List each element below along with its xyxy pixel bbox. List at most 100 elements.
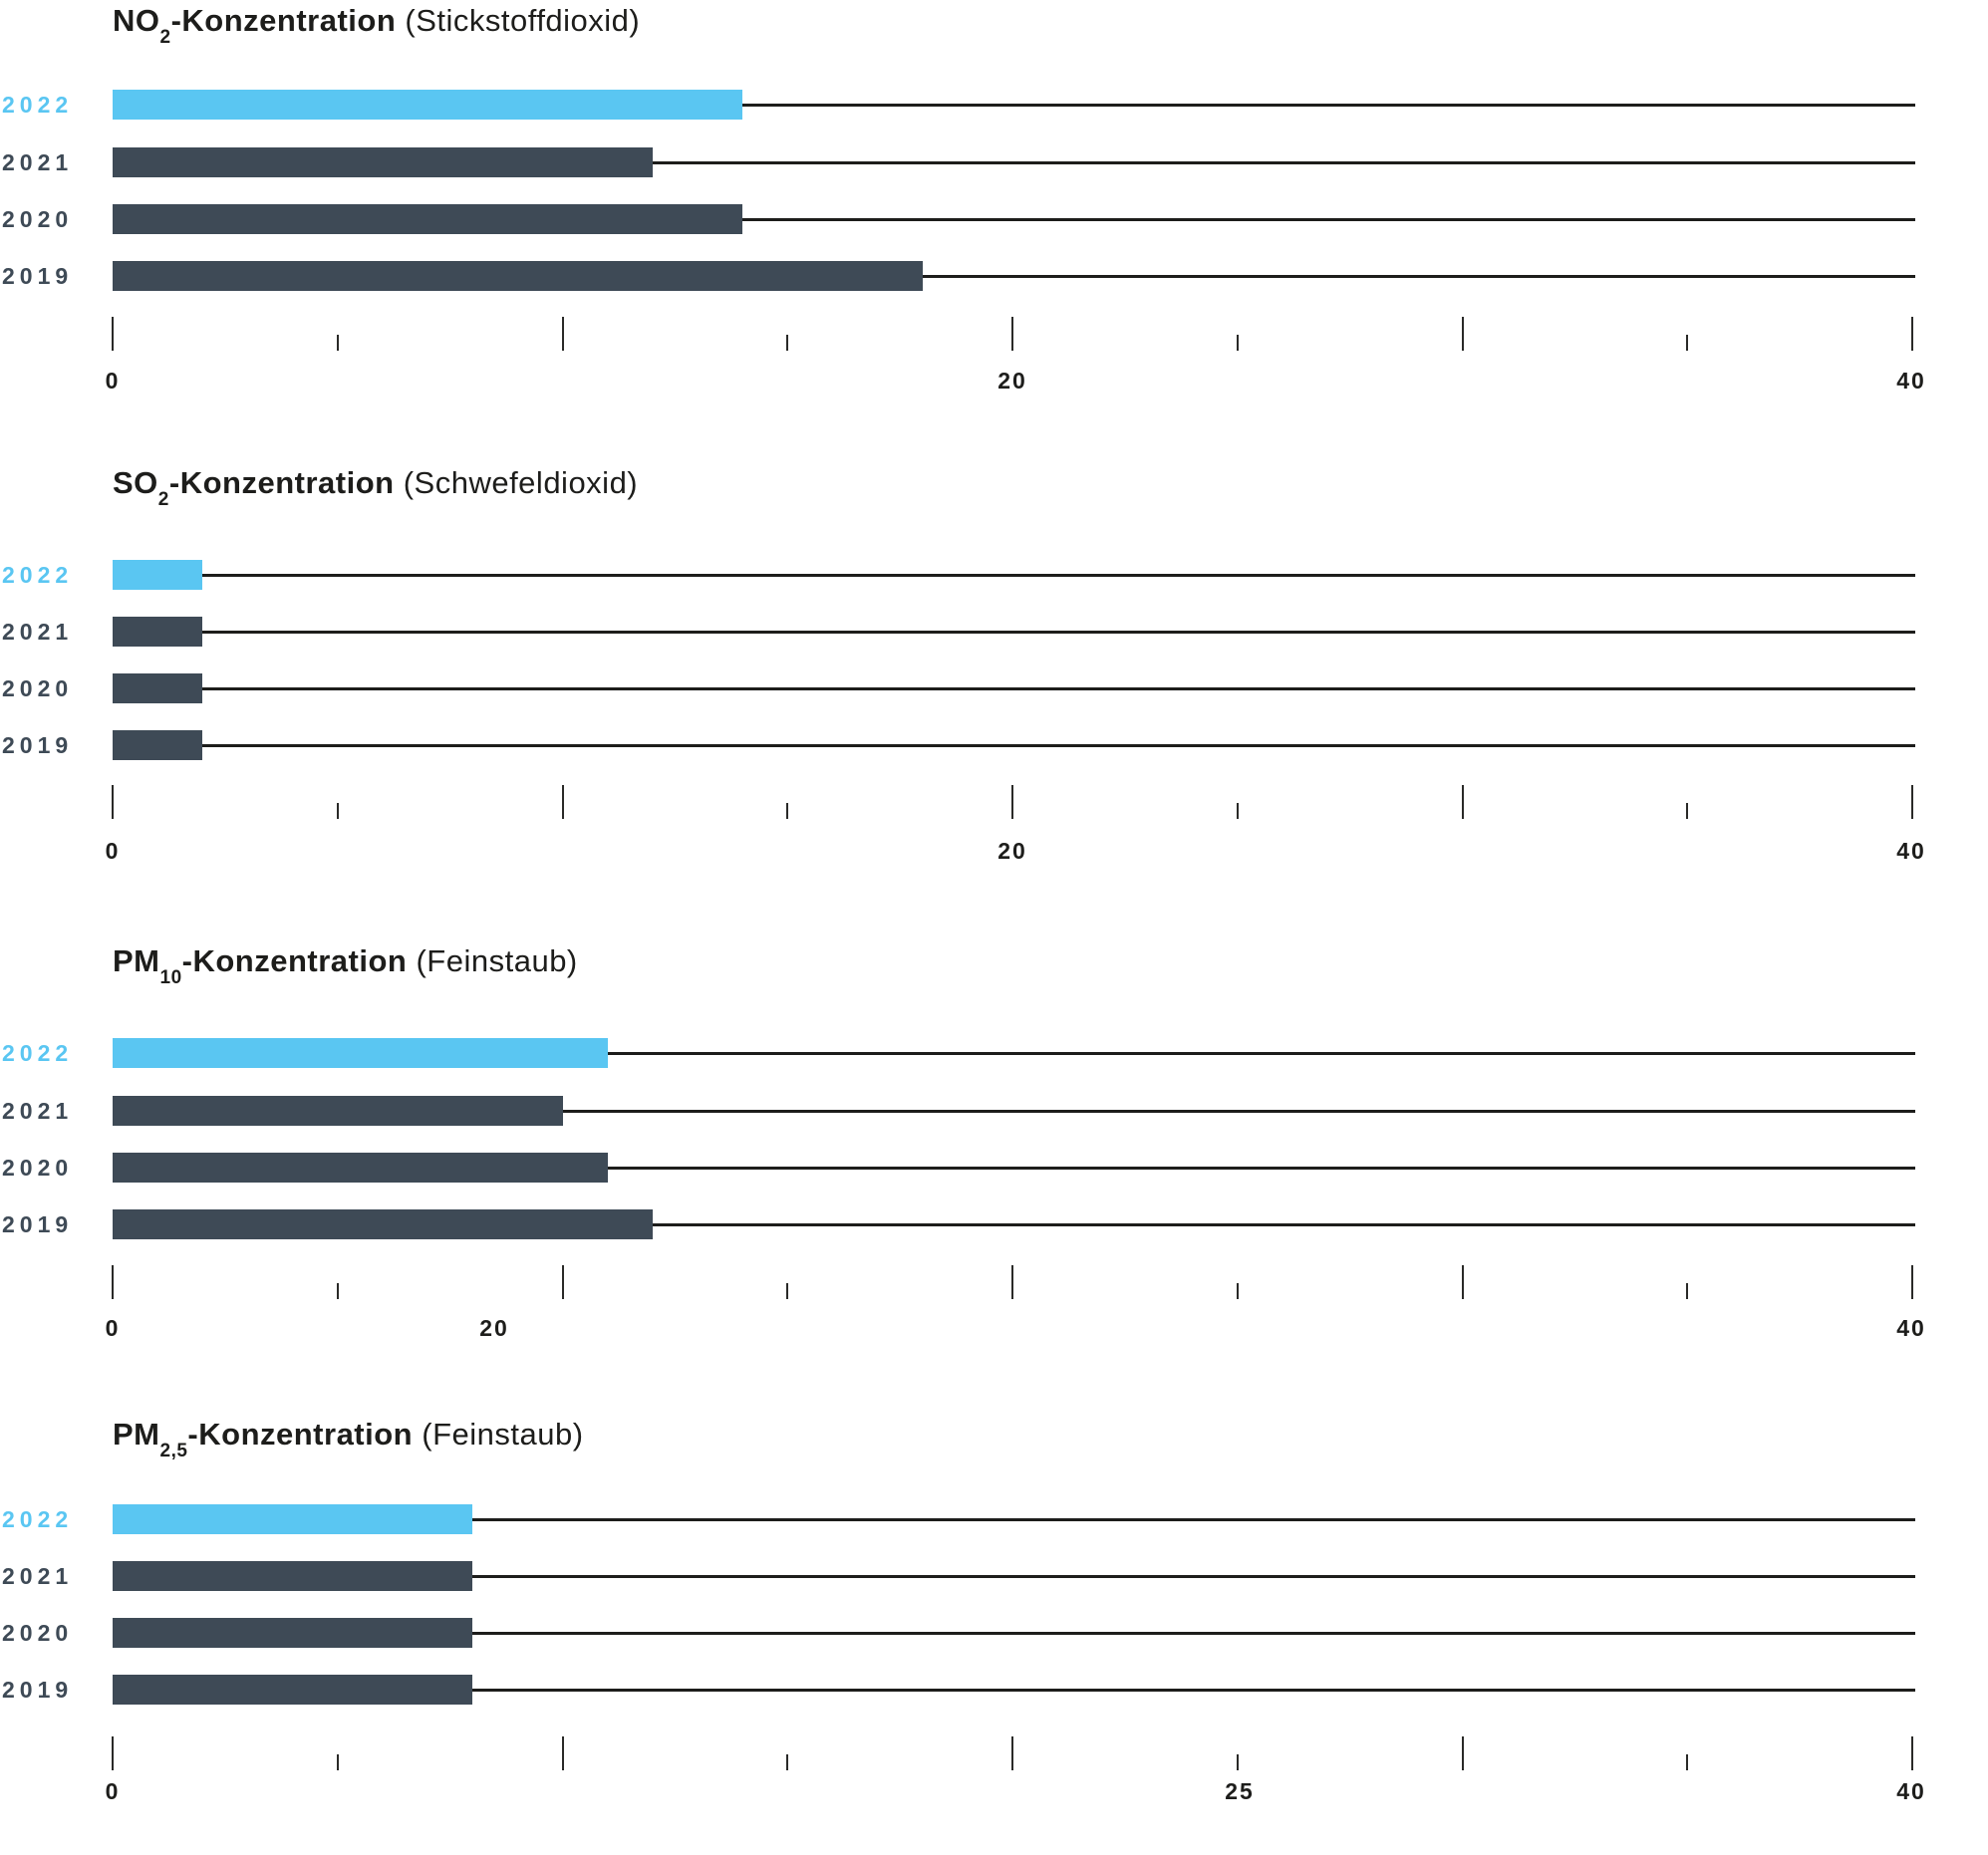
axis-major-tick	[1011, 1265, 1013, 1299]
axis-minor-tick	[1237, 335, 1239, 351]
axis-label-0: 0	[105, 1778, 121, 1804]
axis-minor-tick	[337, 1754, 339, 1770]
value-guide-line	[202, 687, 1915, 690]
axis-major-tick	[562, 1736, 564, 1770]
axis-minor-tick	[786, 803, 788, 819]
axis-minor-tick	[1686, 803, 1688, 819]
bar-2019	[113, 1675, 472, 1705]
value-guide-line	[608, 1052, 1915, 1055]
axis-major-tick	[1911, 1736, 1913, 1770]
axis-minor-tick	[1686, 335, 1688, 351]
axis-major-tick	[112, 317, 114, 351]
year-label-2019: 2019	[2, 262, 74, 289]
value-guide-line	[202, 574, 1915, 577]
year-label-2022: 2022	[2, 1039, 74, 1066]
chart-title-bold: PM10-Konzentration	[113, 943, 408, 987]
year-label-2021: 2021	[2, 1097, 74, 1124]
title-suffix: -Konzentration	[168, 465, 395, 500]
axis-major-tick	[112, 785, 114, 819]
axis-label-20: 20	[479, 1315, 509, 1341]
axis-label-0: 0	[105, 1315, 121, 1341]
axis-minor-tick	[1237, 803, 1239, 819]
axis-major-tick	[562, 785, 564, 819]
axis-minor-tick	[1686, 1283, 1688, 1299]
axis-minor-tick	[1237, 1754, 1239, 1770]
year-label-2022: 2022	[2, 561, 74, 588]
value-guide-line	[563, 1110, 1915, 1113]
axis-label-0: 0	[105, 838, 121, 864]
axis-label-0: 0	[105, 368, 121, 394]
axis-minor-tick	[1237, 1283, 1239, 1299]
axis-major-tick	[1911, 785, 1913, 819]
year-label-2022: 2022	[2, 1505, 74, 1532]
title-suffix: -Konzentration	[187, 1417, 414, 1452]
bar-2022	[113, 1038, 608, 1068]
chart-title: PM10-Konzentration (Feinstaub)	[113, 942, 578, 987]
bar-2022	[113, 560, 202, 590]
title-parenthetical: (Feinstaub)	[416, 943, 578, 978]
bar-2022	[113, 1504, 472, 1534]
axis-minor-tick	[786, 335, 788, 351]
year-label-2021: 2021	[2, 618, 74, 645]
axis-major-tick	[562, 317, 564, 351]
bar-2021	[113, 617, 202, 647]
year-label-2022: 2022	[2, 91, 74, 118]
axis-major-tick	[1011, 785, 1013, 819]
year-label-2019: 2019	[2, 731, 74, 758]
title-formula: PM	[113, 943, 160, 978]
title-formula: SO	[113, 465, 158, 500]
title-parenthetical: (Stickstoffdioxid)	[405, 3, 641, 38]
title-subscript: 2	[157, 489, 169, 511]
axis-label-40: 40	[1896, 368, 1926, 394]
value-guide-line	[742, 218, 1915, 221]
value-guide-line	[923, 275, 1915, 278]
title-suffix: -Konzentration	[181, 943, 408, 978]
title-subscript: 2	[159, 27, 171, 49]
axis-major-tick	[1462, 1736, 1464, 1770]
axis-minor-tick	[337, 1283, 339, 1299]
axis-minor-tick	[786, 1754, 788, 1770]
title-parenthetical: (Schwefeldioxid)	[403, 465, 639, 500]
chart-title-bold: SO2-Konzentration	[113, 465, 395, 509]
axis-minor-tick	[1686, 1754, 1688, 1770]
year-label-2020: 2020	[2, 205, 74, 232]
axis-major-tick	[1911, 1265, 1913, 1299]
title-suffix: -Konzentration	[170, 3, 397, 38]
bar-2020	[113, 204, 742, 234]
year-label-2021: 2021	[2, 148, 74, 175]
axis-label-40: 40	[1896, 1778, 1926, 1804]
bar-2021	[113, 147, 653, 177]
axis-major-tick	[1011, 1736, 1013, 1770]
bar-2021	[113, 1096, 563, 1126]
axis-major-tick	[562, 1265, 564, 1299]
title-subscript: 2,5	[159, 1441, 188, 1462]
axis-label-40: 40	[1896, 1315, 1926, 1341]
value-guide-line	[742, 104, 1915, 107]
chart-title: SO2-Konzentration (Schwefeldioxid)	[113, 464, 639, 509]
title-subscript: 10	[159, 967, 182, 989]
chart-title-bold: NO2-Konzentration	[113, 3, 397, 47]
axis-label-20: 20	[997, 368, 1027, 394]
value-guide-line	[472, 1518, 1915, 1521]
axis-major-tick	[112, 1265, 114, 1299]
value-guide-line	[608, 1167, 1915, 1170]
title-formula: PM	[113, 1417, 160, 1452]
bar-2019	[113, 1209, 653, 1239]
value-guide-line	[202, 631, 1915, 634]
axis-major-tick	[1911, 317, 1913, 351]
axis-major-tick	[1462, 1265, 1464, 1299]
bar-2019	[113, 261, 923, 291]
bar-2020	[113, 673, 202, 703]
axis-label-20: 20	[997, 838, 1027, 864]
bar-2020	[113, 1618, 472, 1648]
value-guide-line	[653, 161, 1915, 164]
bar-2020	[113, 1153, 608, 1183]
year-label-2019: 2019	[2, 1210, 74, 1237]
axis-minor-tick	[337, 335, 339, 351]
axis-minor-tick	[337, 803, 339, 819]
year-label-2020: 2020	[2, 1619, 74, 1646]
axis-major-tick	[112, 1736, 114, 1770]
chart-title: NO2-Konzentration (Stickstoffdioxid)	[113, 2, 641, 47]
value-guide-line	[653, 1223, 1915, 1226]
